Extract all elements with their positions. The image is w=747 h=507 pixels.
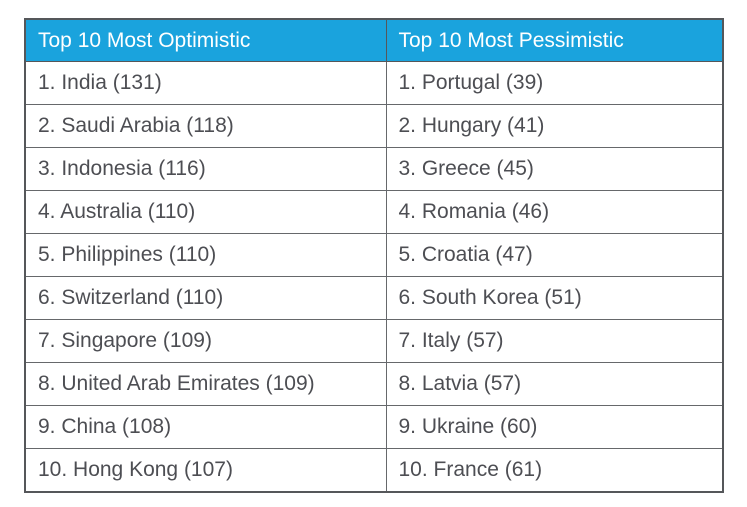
optimistic-rank-cell: 6. Switzerland (110) xyxy=(24,276,387,320)
pessimistic-column-header: Top 10 Most Pessimistic xyxy=(385,18,724,62)
table-body: 1. India (131) 1. Portugal (39) 2. Saudi… xyxy=(24,61,724,493)
optimistic-rank-cell: 8. United Arab Emirates (109) xyxy=(24,362,387,406)
pessimistic-rank-cell: 6. South Korea (51) xyxy=(385,276,724,320)
optimistic-rank-cell: 5. Philippines (110) xyxy=(24,233,387,277)
pessimistic-rank-cell: 7. Italy (57) xyxy=(385,319,724,363)
optimistic-rank-cell: 1. India (131) xyxy=(24,61,387,105)
table-row: 3. Indonesia (116) 3. Greece (45) xyxy=(24,147,724,191)
table-row: 8. United Arab Emirates (109) 8. Latvia … xyxy=(24,362,724,406)
pessimistic-rank-cell: 10. France (61) xyxy=(385,448,724,493)
top10-rankings-table: Top 10 Most Optimistic Top 10 Most Pessi… xyxy=(24,18,724,493)
table-row: 2. Saudi Arabia (118) 2. Hungary (41) xyxy=(24,104,724,148)
pessimistic-rank-cell: 2. Hungary (41) xyxy=(385,104,724,148)
optimistic-rank-cell: 10. Hong Kong (107) xyxy=(24,448,387,493)
table-row: 4. Australia (110) 4. Romania (46) xyxy=(24,190,724,234)
table-header: Top 10 Most Optimistic Top 10 Most Pessi… xyxy=(24,18,724,62)
header-row: Top 10 Most Optimistic Top 10 Most Pessi… xyxy=(24,18,724,62)
pessimistic-rank-cell: 5. Croatia (47) xyxy=(385,233,724,277)
table-row: 7. Singapore (109) 7. Italy (57) xyxy=(24,319,724,363)
table-row: 1. India (131) 1. Portugal (39) xyxy=(24,61,724,105)
table-row: 10. Hong Kong (107) 10. France (61) xyxy=(24,448,724,493)
pessimistic-rank-cell: 9. Ukraine (60) xyxy=(385,405,724,449)
pessimistic-rank-cell: 4. Romania (46) xyxy=(385,190,724,234)
table-row: 5. Philippines (110) 5. Croatia (47) xyxy=(24,233,724,277)
pessimistic-rank-cell: 8. Latvia (57) xyxy=(385,362,724,406)
optimistic-rank-cell: 9. China (108) xyxy=(24,405,387,449)
optimistic-rank-cell: 7. Singapore (109) xyxy=(24,319,387,363)
pessimistic-rank-cell: 1. Portugal (39) xyxy=(385,61,724,105)
pessimistic-rank-cell: 3. Greece (45) xyxy=(385,147,724,191)
table-row: 6. Switzerland (110) 6. South Korea (51) xyxy=(24,276,724,320)
optimistic-rank-cell: 4. Australia (110) xyxy=(24,190,387,234)
optimistic-rank-cell: 2. Saudi Arabia (118) xyxy=(24,104,387,148)
optimistic-column-header: Top 10 Most Optimistic xyxy=(24,18,387,62)
optimistic-rank-cell: 3. Indonesia (116) xyxy=(24,147,387,191)
table-row: 9. China (108) 9. Ukraine (60) xyxy=(24,405,724,449)
